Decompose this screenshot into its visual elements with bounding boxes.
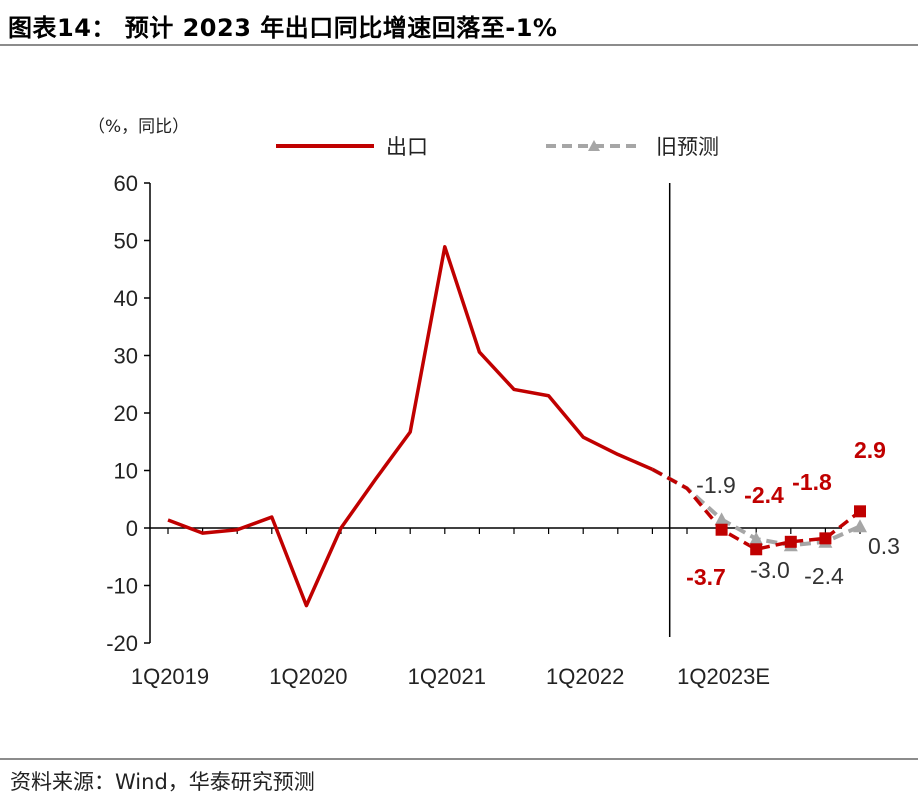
legend-label-actual: 出口 [386, 135, 428, 159]
old-forecast-marker [749, 531, 764, 545]
old-forecast-label: -2.4 [804, 563, 844, 589]
old-forecast-label: 0.3 [868, 533, 900, 559]
footer-divider [0, 758, 918, 760]
y-tick-label: 30 [114, 344, 138, 369]
legend-label-old-forecast: 旧预测 [656, 135, 719, 159]
export-forecast-line [651, 467, 862, 552]
export-forecast-marker [854, 505, 866, 518]
title-divider [0, 44, 918, 46]
old-forecast-label: -3.0 [750, 557, 790, 583]
y-tick-label: 10 [114, 459, 138, 484]
old-forecast-marker [853, 519, 867, 533]
export-forecast-label: -1.8 [792, 469, 832, 495]
export-forecast-marker [750, 543, 763, 556]
x-tick-label: 1Q2019 [131, 664, 209, 689]
export-forecast-marker [784, 535, 797, 548]
export-forecast-label: -3.7 [686, 564, 726, 590]
export-forecast-marker [715, 523, 728, 536]
export-forecast-marker [819, 532, 832, 545]
y-tick-label: 50 [114, 229, 138, 254]
x-tick-label: 1Q2021 [408, 664, 486, 689]
export-growth-line-chart: （%，同比） 出口 旧预测 60 50 40 30 20 10 0 -10 -20 1Q2019 1… [88, 117, 900, 689]
source-note: 资料来源：Wind，华泰研究预测 [10, 770, 315, 794]
x-tick-label: 1Q2020 [269, 664, 347, 689]
y-tick-label: -10 [106, 574, 138, 599]
legend: 出口 旧预测 [276, 135, 719, 159]
export-actual-line [167, 245, 654, 608]
y-unit-label: （%，同比） [88, 117, 189, 137]
old-forecast-marker [714, 512, 729, 526]
export-forecast-label: 2.9 [854, 437, 886, 463]
x-tick-label: 1Q2023E [677, 664, 770, 689]
chart-title: 图表14： 预计 2023 年出口同比增速回落至-1% [8, 14, 558, 42]
old-forecast-label: -1.9 [696, 472, 736, 498]
y-tick-label: -20 [106, 631, 138, 656]
export-forecast-label: -2.4 [744, 482, 784, 508]
y-tick-label: 0 [126, 516, 138, 541]
y-tick-label: 60 [114, 171, 138, 196]
y-tick-label: 20 [114, 401, 138, 426]
x-tick-label: 1Q2022 [546, 664, 624, 689]
legend-marker-old-forecast [588, 140, 600, 151]
y-tick-label: 40 [114, 286, 138, 311]
